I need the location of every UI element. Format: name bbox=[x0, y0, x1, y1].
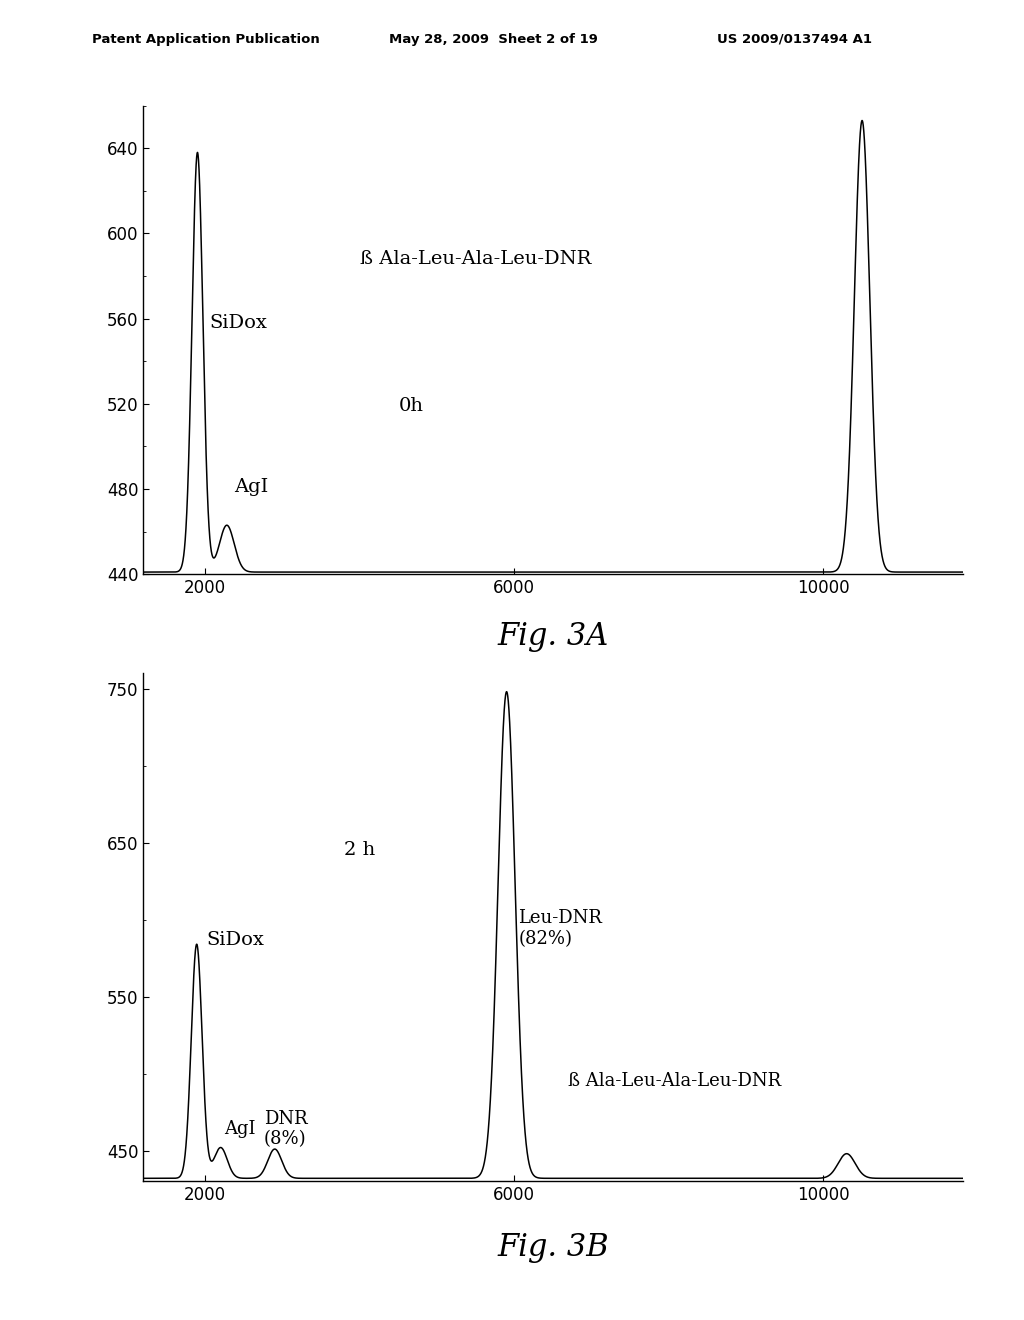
Text: ß Ala-Leu-Ala-Leu-DNR: ß Ala-Leu-Ala-Leu-DNR bbox=[568, 1072, 781, 1090]
Text: Fig. 3B: Fig. 3B bbox=[497, 1233, 609, 1263]
Text: AgI: AgI bbox=[234, 478, 269, 496]
Text: Leu-DNR
(82%): Leu-DNR (82%) bbox=[518, 909, 602, 948]
Text: 0h: 0h bbox=[398, 397, 423, 414]
Text: 2 h: 2 h bbox=[344, 841, 376, 859]
Text: SiDox: SiDox bbox=[207, 931, 264, 949]
Text: DNR
(8%): DNR (8%) bbox=[264, 1110, 307, 1148]
Text: Patent Application Publication: Patent Application Publication bbox=[92, 33, 319, 46]
Text: AgI: AgI bbox=[223, 1121, 255, 1138]
Text: May 28, 2009  Sheet 2 of 19: May 28, 2009 Sheet 2 of 19 bbox=[389, 33, 598, 46]
Text: ß Ala-Leu-Ala-Leu-DNR: ß Ala-Leu-Ala-Leu-DNR bbox=[359, 249, 591, 268]
Text: US 2009/0137494 A1: US 2009/0137494 A1 bbox=[717, 33, 871, 46]
Text: SiDox: SiDox bbox=[209, 314, 267, 331]
Text: Fig. 3A: Fig. 3A bbox=[498, 622, 608, 652]
